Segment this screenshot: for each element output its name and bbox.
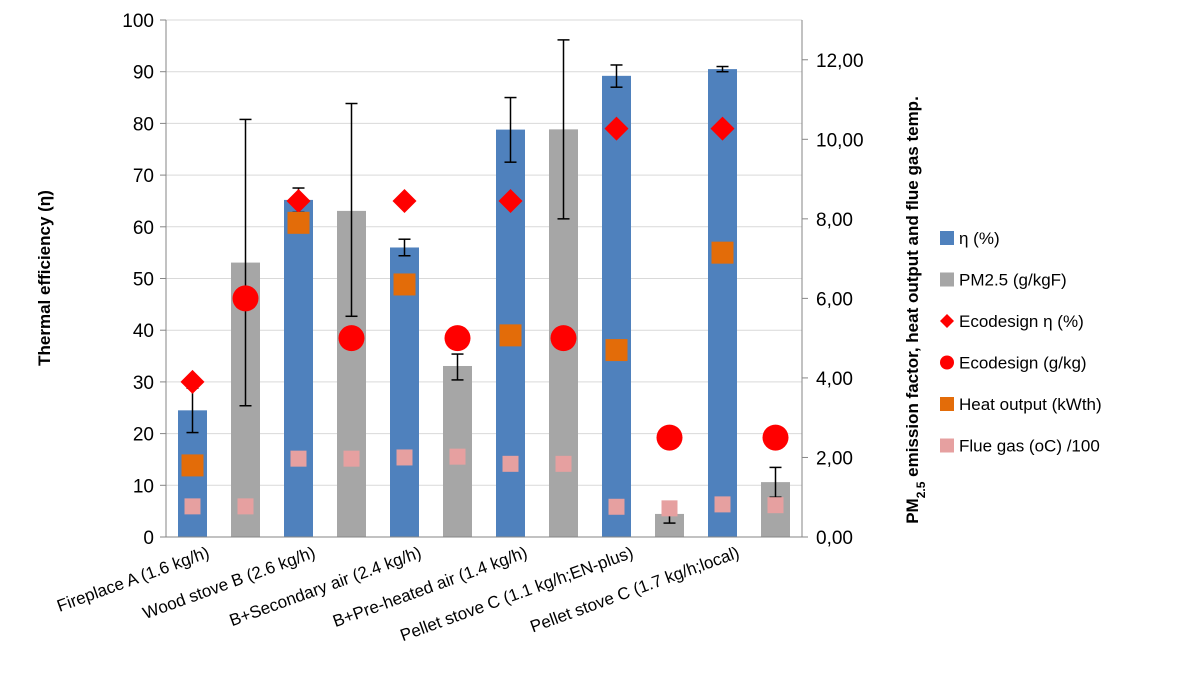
right-tick-label: 12,00 [816, 51, 864, 72]
legend-item: Heat output (kWth) [940, 395, 1102, 414]
marker-ecodesign-gkg [656, 424, 683, 451]
marker-ecodesign-gkg [232, 285, 259, 312]
marker-flue-gas [343, 450, 360, 467]
marker-ecodesign-eta [180, 369, 205, 394]
marker-heat-output [181, 454, 204, 477]
left-tick-label: 90 [133, 63, 154, 84]
marker-ecodesign-gkg [762, 424, 789, 451]
right-tick-label: 6,00 [816, 289, 853, 310]
category-labels: Fireplace A (1.6 kg/h)Wood stove B (2.6 … [54, 543, 741, 645]
legend-swatch [940, 272, 954, 287]
marker-heat-output [393, 273, 416, 296]
tick-labels: 0 10 20 30 40 50 60 70 80 90 100 0,00 2,00 4,00 6,00 8,… [122, 11, 863, 549]
right-tick-label: 4,00 [816, 369, 853, 390]
left-tick-label: 100 [122, 11, 154, 32]
y-axis-left-title: Thermal efficiency (η) [35, 190, 54, 366]
legend-item: Ecodesign η (%) [940, 312, 1084, 331]
left-tick-label: 30 [133, 373, 154, 394]
legend-label: η (%) [959, 229, 1000, 248]
left-tick-label: 20 [133, 425, 154, 446]
legend-item: Ecodesign (g/kg) [940, 354, 1087, 373]
marker-ecodesign-gkg [444, 325, 471, 352]
left-tick-label: 0 [143, 528, 154, 549]
legend-swatch [940, 438, 954, 453]
marker-heat-output [605, 339, 628, 362]
right-tick-label: 8,00 [816, 210, 853, 231]
marker-ecodesign-eta [498, 188, 523, 213]
bar-efficiency [284, 199, 313, 537]
marker-ecodesign-eta [286, 188, 311, 213]
marker-flue-gas [237, 498, 254, 515]
legend-label: Ecodesign η (%) [959, 312, 1084, 331]
legend-item: PM2.5 (g/kgF) [940, 271, 1067, 290]
marker-flue-gas [608, 498, 625, 515]
legend-swatch [940, 231, 954, 245]
bar-efficiency [602, 75, 631, 537]
error-bars [186, 39, 782, 524]
category-label: B+Secondary air (2.4 kg/h) [227, 543, 424, 630]
marker-ecodesign-eta [710, 116, 735, 141]
bar-pm25 [655, 513, 684, 537]
left-tick-label: 80 [133, 114, 154, 135]
legend-swatch [940, 397, 954, 411]
marker-flue-gas [714, 496, 731, 513]
y-axis-right-title-sub: 2.5 [914, 481, 928, 498]
bar-efficiency [708, 69, 737, 538]
legend-swatch [940, 355, 954, 370]
marker-ecodesign-eta [392, 188, 417, 213]
y-axis-right-title-main: PM [903, 498, 922, 524]
right-tick-label: 2,00 [816, 448, 853, 469]
left-tick-label: 70 [133, 166, 154, 187]
right-tick-label: 10,00 [816, 130, 864, 151]
marker-flue-gas [290, 450, 307, 467]
marker-ecodesign-gkg [338, 325, 365, 352]
y-axis-right-title: PM2.5 emission factor, heat output and f… [903, 96, 928, 524]
legend-item: η (%) [940, 229, 1000, 248]
y-axis-right-title-rest: emission factor, heat output and flue ga… [903, 96, 922, 481]
marker-heat-output [499, 324, 522, 347]
left-tick-label: 50 [133, 270, 154, 291]
left-tick-label: 40 [133, 321, 154, 342]
legend-label: Flue gas (oC) /100 [959, 437, 1100, 456]
marker-flue-gas [184, 498, 201, 515]
marker-flue-gas [502, 455, 519, 472]
marker-flue-gas [767, 497, 784, 514]
marker-heat-output [287, 211, 310, 234]
axes [160, 19, 808, 538]
legend-label: PM2.5 (g/kgF) [959, 271, 1067, 290]
marker-heat-output [711, 241, 734, 264]
legend: η (%) PM2.5 (g/kgF) Ecodesign η (%) Ecodesi… [940, 229, 1102, 456]
gridlines [166, 19, 802, 486]
left-tick-label: 10 [133, 476, 154, 497]
legend-swatch [940, 314, 954, 328]
legend-label: Heat output (kWth) [959, 395, 1102, 414]
category-label: Pellet stove C (1.7 kg/h;local) [528, 543, 742, 636]
marker-flue-gas [396, 449, 413, 466]
bar-efficiency [390, 247, 419, 538]
left-tick-label: 60 [133, 218, 154, 239]
marker-ecodesign-gkg [550, 325, 577, 352]
legend-item: Flue gas (oC) /100 [940, 437, 1100, 456]
right-tick-label: 0,00 [816, 528, 853, 549]
markers [180, 116, 789, 517]
legend-label: Ecodesign (g/kg) [959, 354, 1087, 373]
marker-ecodesign-eta [604, 116, 629, 141]
bars [178, 69, 790, 538]
marker-flue-gas [661, 500, 678, 517]
marker-flue-gas [555, 455, 572, 472]
marker-flue-gas [449, 448, 466, 465]
